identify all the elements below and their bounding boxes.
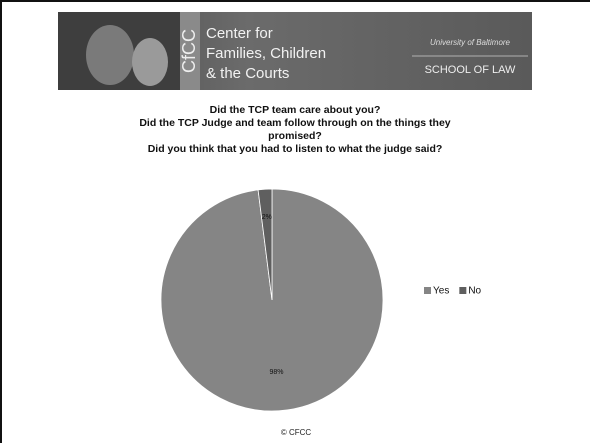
title-line: Did the TCP Judge and team follow throug…	[139, 117, 451, 142]
chart-title: Did the TCP team care about you? Did the …	[130, 104, 460, 156]
logo: CfCC	[179, 29, 199, 73]
title-line: Did you think that you had to listen to …	[147, 143, 443, 155]
center-name: Families, Children	[206, 45, 326, 62]
footer: © CFCC	[280, 428, 312, 437]
center-name: Center for	[206, 25, 273, 42]
banner-figure	[86, 25, 134, 85]
center-name: & the Courts	[206, 65, 289, 82]
title-line: Did the TCP team care about you?	[209, 104, 381, 116]
logo-strip	[180, 12, 200, 90]
banner: CfCC Center for Families, Children & the…	[58, 12, 532, 90]
banner-figure	[132, 38, 168, 86]
school: SCHOOL OF LAW	[425, 64, 516, 76]
university: University of Baltimore	[430, 38, 511, 47]
